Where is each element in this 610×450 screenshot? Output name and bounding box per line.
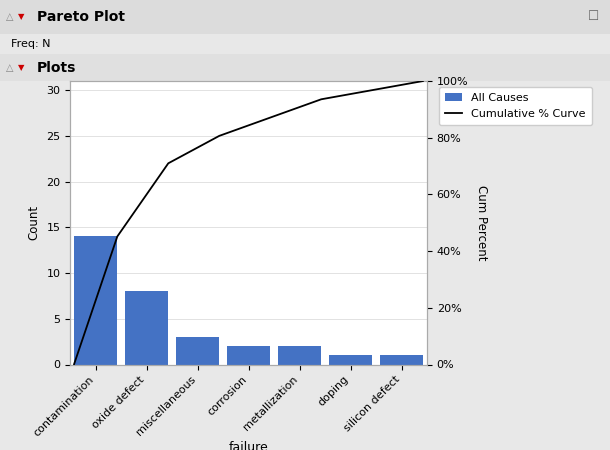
- Text: ▼: ▼: [18, 63, 25, 72]
- Bar: [74, 236, 117, 364]
- Bar: [176, 337, 219, 365]
- Bar: [278, 346, 321, 364]
- Text: Pareto Plot: Pareto Plot: [37, 10, 124, 24]
- Y-axis label: Cum Percent: Cum Percent: [475, 185, 488, 261]
- X-axis label: failure: failure: [229, 441, 268, 450]
- Bar: [125, 291, 168, 365]
- Bar: [227, 346, 270, 364]
- Text: Plots: Plots: [37, 60, 76, 75]
- Legend: All Causes, Cumulative % Curve: All Causes, Cumulative % Curve: [439, 86, 592, 126]
- Text: ☐: ☐: [588, 10, 599, 23]
- Y-axis label: Count: Count: [27, 205, 41, 240]
- Text: △: △: [6, 63, 13, 72]
- Text: Freq: N: Freq: N: [11, 39, 51, 49]
- Bar: [329, 356, 372, 364]
- Text: ▼: ▼: [18, 12, 25, 21]
- Text: △: △: [6, 12, 13, 22]
- Bar: [380, 356, 423, 364]
